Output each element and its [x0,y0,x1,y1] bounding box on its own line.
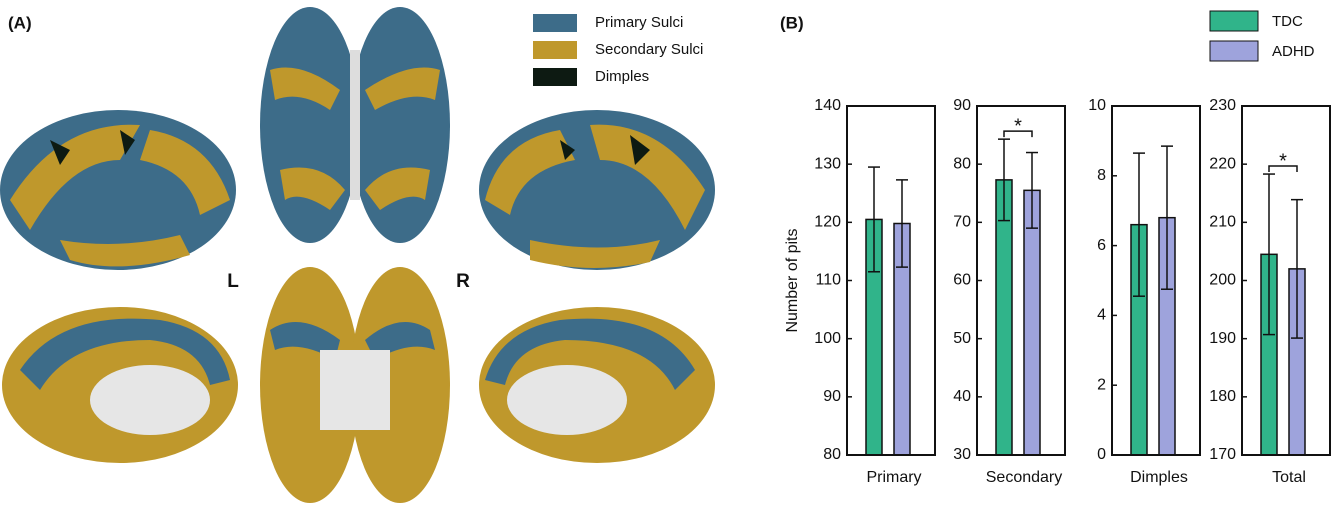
error-bar [1026,151,1038,229]
legend-label: Secondary Sulci [595,41,703,58]
y-tick-label: 190 [1209,330,1236,347]
y-tick-label: 130 [814,155,841,172]
panel-label: (A) [8,13,32,32]
y-tick-label: 90 [953,97,971,114]
x-tick-label: Secondary [986,469,1063,486]
y-tick-label: 6 [1097,237,1106,254]
hemisphere-label: L [227,271,239,292]
y-tick-label: 50 [953,330,971,347]
error-bar [1291,198,1303,339]
y-tick-label: 200 [1209,272,1236,289]
legend-label: Dimples [595,68,649,85]
y-tick-label: 0 [1097,446,1106,463]
y-tick-label: 70 [953,214,971,231]
y-tick-label: 80 [823,446,841,463]
y-tick-label: 110 [815,272,841,289]
legend-swatch [533,14,577,32]
y-tick-label: 230 [1209,97,1236,114]
error-bar [1263,173,1275,336]
significance-mark: * [1014,115,1022,137]
y-tick-label: 4 [1097,307,1106,324]
brain-renderings [0,7,715,503]
y-tick-label: 170 [1209,446,1236,463]
error-bar [896,179,908,268]
y-tick-label: 180 [1209,388,1236,405]
significance-mark: * [1279,150,1287,172]
y-tick-label: 2 [1097,376,1106,393]
y-tick-label: 60 [953,272,971,289]
legend-label: Primary Sulci [595,14,683,31]
y-tick-label: 80 [953,155,971,172]
hemisphere-label: R [456,271,470,292]
y-tick-label: 120 [814,214,841,231]
legend-swatch [1209,10,1259,32]
significance-bracket [1268,165,1298,173]
plot-frame [846,105,936,456]
y-tick-label: 140 [814,97,841,114]
y-tick-label: 30 [953,446,971,463]
bar-charts: TDCADHD8090100110120130140PrimaryNumber … [784,10,1331,486]
y-tick-label: 10 [1088,97,1106,114]
error-bar [1161,145,1173,290]
legend-swatch [533,68,577,86]
legend: Primary Sulci Secondary Sulci Dimples [533,14,703,86]
significance-bracket [1003,130,1033,138]
plot-frame [1241,105,1331,456]
y-axis-label: Number of pits [784,228,801,332]
x-tick-label: Primary [866,469,921,486]
y-tick-label: 8 [1097,167,1106,184]
bar [1023,189,1041,456]
plot-frame [976,105,1066,456]
error-bar [868,166,880,273]
x-tick-label: Total [1272,469,1306,486]
legend-swatch [1209,40,1259,62]
x-tick-label: Dimples [1130,469,1188,486]
y-tick-label: 220 [1209,155,1236,172]
error-bar [998,138,1010,222]
plot-frame [1111,105,1201,456]
y-tick-label: 210 [1209,214,1236,231]
legend-label: TDC [1272,13,1303,30]
error-bar [1133,152,1145,297]
legend-swatch [533,41,577,59]
panel-label: (B) [780,13,804,32]
y-tick-label: 100 [814,330,841,347]
y-tick-label: 90 [823,388,841,405]
legend-label: ADHD [1272,43,1315,60]
y-tick-label: 40 [953,388,971,405]
